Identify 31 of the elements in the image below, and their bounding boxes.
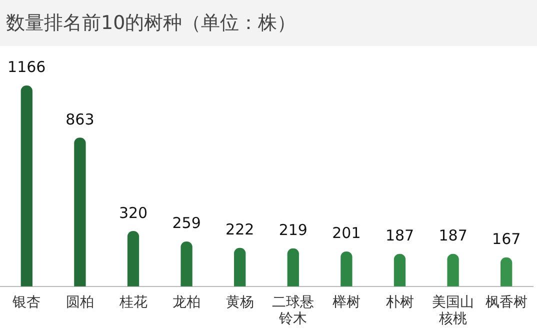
data-label: 1166 <box>8 58 46 76</box>
data-label: 222 <box>226 220 254 239</box>
data-label: 259 <box>172 214 201 232</box>
x-tick-label: 榉树 <box>332 294 360 310</box>
bar <box>234 248 246 286</box>
x-tick-label: 桂花 <box>118 294 148 310</box>
bar <box>180 242 192 286</box>
chart-title: 数量排名前10的树种（单位：株） <box>0 0 537 46</box>
x-tick-label: 美国山核桃 <box>432 294 474 328</box>
bar <box>500 257 512 286</box>
x-tick-label: 枫香树 <box>485 294 528 310</box>
x-tick-label: 朴树 <box>384 294 414 310</box>
data-label: 187 <box>385 226 414 245</box>
data-label: 219 <box>278 221 308 240</box>
bar <box>127 231 140 286</box>
data-label: 863 <box>66 110 94 128</box>
bar <box>74 138 86 286</box>
bar <box>447 254 459 286</box>
bar <box>20 86 32 286</box>
bar <box>340 252 352 286</box>
x-tick-label: 黄杨 <box>226 294 254 310</box>
data-label: 320 <box>118 204 148 222</box>
x-tick-label: 龙柏 <box>172 294 201 310</box>
data-label: 201 <box>332 224 361 242</box>
bar <box>287 248 299 286</box>
bar <box>394 254 406 286</box>
x-tick-label: 二球悬铃木 <box>272 294 314 328</box>
x-tick-label: 银杏 <box>12 294 41 310</box>
x-tick-label: 圆柏 <box>66 294 94 310</box>
data-label: 187 <box>438 226 468 245</box>
data-label: 167 <box>492 230 521 248</box>
